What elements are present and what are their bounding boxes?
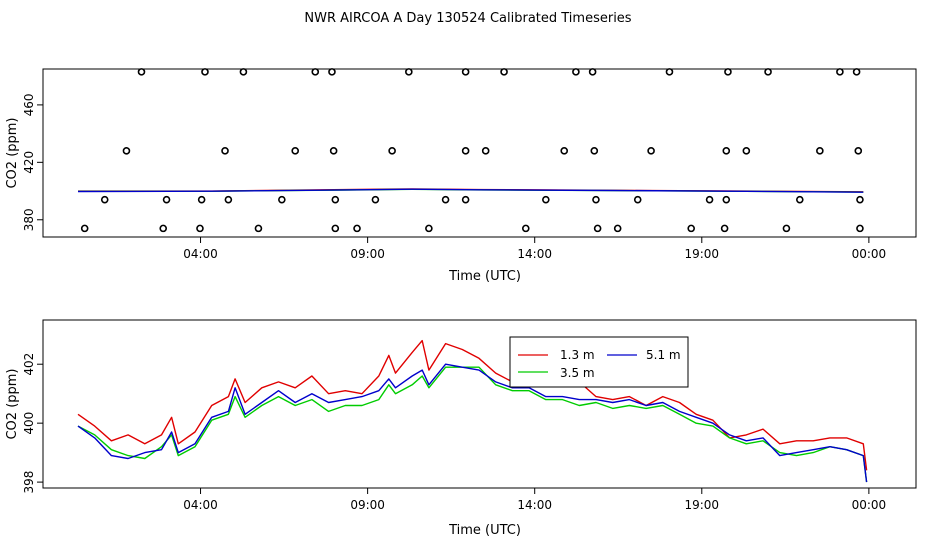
top-point-reference-standards [461, 147, 470, 155]
top-series-line-5-1-m [77, 188, 864, 193]
top-x-tick-label: 04:00 [183, 247, 218, 261]
top-point-reference-standards [371, 195, 380, 204]
top-point-reference-standards [425, 224, 433, 233]
top-point-reference-standards [329, 147, 338, 155]
top-point-reference-standards [720, 224, 729, 233]
top-axes: 04:00 09:00 14:00 19:00 00:00 380 420 460 [22, 93, 886, 261]
top-point-reference-standards [742, 147, 751, 155]
top-point-reference-standards [722, 147, 731, 155]
bottom-y-tick-label: 402 [22, 353, 36, 376]
top-x-tick-label: 19:00 [684, 247, 719, 261]
top-y-tick-label: 380 [22, 208, 36, 231]
top-point-reference-standards [852, 68, 861, 76]
top-point-reference-standards [613, 224, 622, 233]
top-point-reference-standards [197, 195, 206, 204]
top-point-reference-standards [590, 147, 599, 155]
top-point-reference-standards [856, 224, 864, 233]
top-point-reference-standards [388, 147, 396, 155]
top-point-reference-standards [588, 68, 597, 76]
bottom-series-line-3-5-m [77, 366, 868, 483]
bottom-y-tick-label: 400 [22, 412, 36, 435]
top-x-tick-label: 00:00 [852, 247, 887, 261]
top-point-reference-standards [764, 68, 772, 76]
top-point-reference-standards [836, 68, 844, 76]
top-plot-frame [42, 68, 917, 238]
top-point-reference-standards [481, 147, 490, 155]
top-point-reference-standards [224, 195, 233, 204]
legend-box [509, 336, 689, 388]
top-y-tick-label: 420 [22, 151, 36, 174]
top-point-reference-standards [633, 195, 642, 204]
top-point-reference-standards [795, 195, 804, 204]
bottom-axes: 04:00 09:00 14:00 19:00 00:00 398 400 402 [22, 353, 886, 512]
top-point-reference-standards [311, 68, 320, 76]
top-point-reference-standards [221, 147, 229, 155]
top-point-reference-standards [100, 195, 109, 204]
top-point-reference-standards [278, 195, 286, 204]
bottom-x-tick-label: 09:00 [350, 498, 385, 512]
top-point-reference-standards [560, 147, 569, 155]
top-point-reference-standards [592, 195, 600, 204]
bottom-x-tick-label: 14:00 [517, 498, 552, 512]
top-point-reference-standards [239, 68, 248, 76]
top-x-tick-label: 09:00 [350, 247, 385, 261]
legend: 1.3 m 5.1 m 3.5 m [509, 336, 689, 388]
top-point-reference-standards [291, 147, 300, 155]
top-point-reference-standards [137, 68, 146, 76]
bottom-series-line-5-1-m [77, 363, 868, 483]
top-point-reference-standards [80, 224, 89, 233]
top-point-reference-standards [328, 68, 336, 76]
top-point-reference-standards [331, 195, 340, 204]
top-point-reference-standards [196, 224, 204, 233]
top-point-reference-standards [441, 195, 450, 204]
top-point-reference-standards [856, 195, 864, 204]
top-point-reference-standards [201, 68, 209, 76]
bottom-y-tick-label: 398 [22, 471, 36, 494]
bottom-x-tick-label: 04:00 [183, 498, 218, 512]
top-y-axis-label: CO2 (ppm) [5, 117, 20, 188]
top-marks [77, 68, 864, 233]
top-point-reference-standards [647, 147, 655, 155]
top-point-reference-standards [461, 68, 470, 76]
top-point-reference-standards [542, 195, 550, 204]
legend-label-1-3m: 1.3 m [560, 348, 595, 362]
chart-title: NWR AIRCOA A Day 130524 Calibrated Times… [304, 11, 631, 26]
legend-label-5-1m: 5.1 m [646, 348, 681, 362]
top-point-reference-standards [405, 68, 413, 76]
bottom-x-axis-label: Time (UTC) [448, 523, 521, 538]
top-point-reference-standards [331, 224, 340, 233]
top-x-axis-label: Time (UTC) [448, 269, 521, 284]
top-point-reference-standards [724, 68, 732, 76]
top-point-reference-standards [593, 224, 602, 233]
top-panel: 04:00 09:00 14:00 19:00 00:00 380 420 460 Time … [5, 68, 917, 284]
top-x-tick-label: 14:00 [517, 247, 552, 261]
bottom-marks [77, 339, 868, 483]
legend-label-3-5m: 3.5 m [560, 366, 595, 380]
top-point-reference-standards [665, 68, 674, 76]
bottom-x-tick-label: 00:00 [852, 498, 887, 512]
top-point-reference-standards [722, 195, 731, 204]
top-point-reference-standards [254, 224, 263, 233]
bottom-panel: 04:00 09:00 14:00 19:00 00:00 398 400 402 Time … [5, 319, 917, 538]
top-point-reference-standards [687, 224, 695, 233]
top-point-reference-standards [122, 147, 131, 155]
top-point-reference-standards [521, 224, 530, 233]
top-point-reference-standards [854, 147, 863, 155]
bottom-y-axis-label: CO2 (ppm) [5, 368, 20, 439]
bottom-plot-frame [42, 319, 917, 489]
top-point-reference-standards [159, 224, 168, 233]
top-point-reference-standards [162, 195, 171, 204]
top-point-reference-standards [353, 224, 361, 233]
top-point-reference-standards [782, 224, 791, 233]
top-point-reference-standards [705, 195, 714, 204]
bottom-x-tick-label: 19:00 [684, 498, 719, 512]
top-y-tick-label: 460 [22, 93, 36, 116]
top-point-reference-standards [500, 68, 508, 76]
top-point-reference-standards [572, 68, 580, 76]
top-point-reference-standards [816, 147, 824, 155]
top-point-reference-standards [461, 195, 470, 204]
